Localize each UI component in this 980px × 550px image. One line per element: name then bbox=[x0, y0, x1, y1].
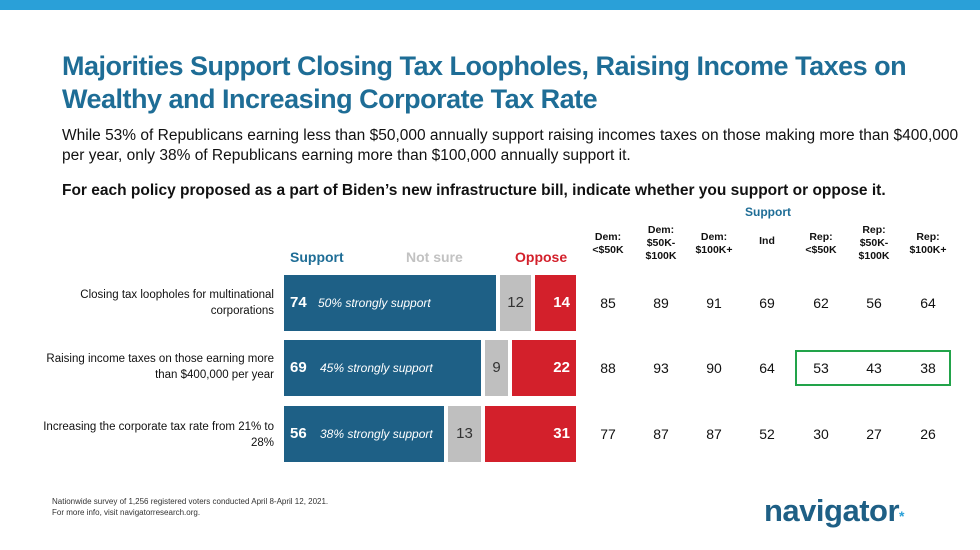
strongly-support-label-2: 45% strongly support bbox=[320, 361, 433, 375]
subgroup-cell-2-4: 64 bbox=[759, 360, 775, 376]
bar-oppose-2: 22 bbox=[511, 340, 576, 396]
column-header-3: Dem: $100K+ bbox=[695, 231, 733, 256]
bar-not-sure-3: 13 bbox=[447, 406, 482, 462]
subtitle: While 53% of Republicans earning less th… bbox=[62, 127, 959, 164]
logo-text: navigator bbox=[764, 493, 900, 528]
subgroup-cell-3-7: 26 bbox=[920, 426, 936, 442]
footnote: Nationwide survey of 1,256 registered vo… bbox=[52, 497, 328, 518]
subgroup-cell-2-6: 43 bbox=[866, 360, 882, 376]
not-sure-value-1: 12 bbox=[507, 294, 524, 311]
subgroup-cell-1-7: 64 bbox=[920, 295, 936, 311]
column-header-2: Dem: $50K- $100K bbox=[645, 224, 677, 262]
subgroup-cell-1-4: 69 bbox=[759, 295, 775, 311]
strongly-support-label-1: 50% strongly support bbox=[318, 296, 431, 310]
subgroup-cell-3-5: 30 bbox=[813, 426, 829, 442]
row-label-3: Increasing the corporate tax rate from 2… bbox=[43, 421, 274, 449]
column-header-1: Dem: <$50K bbox=[592, 231, 624, 256]
not-sure-value-3: 13 bbox=[456, 425, 473, 442]
oppose-value-1: 14 bbox=[553, 294, 570, 311]
footnote-link[interactable]: For more info, visit navigatorresearch.o… bbox=[52, 507, 201, 517]
column-header-6: Rep: $50K- $100K bbox=[858, 224, 890, 262]
oppose-value-2: 22 bbox=[553, 359, 570, 376]
subgroup-cell-1-6: 56 bbox=[866, 295, 882, 311]
subgroup-cell-3-2: 87 bbox=[653, 426, 669, 442]
bar-not-sure-1: 12 bbox=[500, 275, 532, 331]
strongly-support-label-3: 38% strongly support bbox=[320, 427, 433, 441]
subgroup-cell-2-7: 38 bbox=[920, 360, 936, 376]
subgroup-cell-2-2: 93 bbox=[653, 360, 669, 376]
footnote-survey: Nationwide survey of 1,256 registered vo… bbox=[52, 497, 329, 506]
support-value-3: 56 bbox=[290, 425, 307, 442]
column-header-4: Ind bbox=[759, 235, 775, 247]
subgroup-cell-1-1: 85 bbox=[600, 295, 616, 311]
subgroup-cell-3-1: 77 bbox=[600, 426, 616, 442]
column-header-5: Rep: <$50K bbox=[805, 231, 837, 256]
bar-oppose-3: 31 bbox=[485, 406, 576, 462]
subgroup-cell-1-2: 89 bbox=[653, 295, 669, 311]
logo-star-icon: * bbox=[899, 508, 904, 524]
row-label-1: Closing tax loopholes for multinational … bbox=[80, 289, 274, 317]
support-value-1: 74 bbox=[290, 294, 307, 311]
bar-not-sure-2: 9 bbox=[485, 340, 508, 396]
support-value-2: 69 bbox=[290, 359, 307, 376]
oppose-value-3: 31 bbox=[553, 425, 570, 442]
subgroup-cell-1-5: 62 bbox=[813, 295, 829, 311]
subgroup-cell-3-6: 27 bbox=[866, 426, 882, 442]
legend-oppose: Oppose bbox=[515, 249, 568, 265]
subgroup-cell-2-5: 53 bbox=[813, 360, 829, 376]
bar-oppose-1: 14 bbox=[535, 275, 576, 331]
subgroup-support-header: Support bbox=[745, 205, 791, 219]
not-sure-value-2: 9 bbox=[492, 359, 501, 376]
bar-support-2: 69 45% strongly support bbox=[284, 340, 482, 396]
highlight-box bbox=[795, 350, 951, 386]
legend-support: Support bbox=[290, 249, 344, 265]
navigator-logo: navigator* bbox=[764, 493, 904, 529]
top-accent-bar bbox=[0, 0, 980, 10]
subgroup-cell-2-3: 90 bbox=[706, 360, 722, 376]
survey-question: For each policy proposed as a part of Bi… bbox=[62, 182, 886, 199]
subgroup-cell-1-3: 91 bbox=[706, 295, 722, 311]
subgroup-cell-3-3: 87 bbox=[706, 426, 722, 442]
bar-support-1: 74 50% strongly support bbox=[284, 275, 497, 331]
subgroup-cell-2-1: 88 bbox=[600, 360, 616, 376]
page-title: Majorities Support Closing Tax Loopholes… bbox=[62, 51, 907, 114]
legend-not-sure: Not sure bbox=[406, 249, 463, 265]
column-header-7: Rep: $100K+ bbox=[909, 231, 947, 256]
bar-support-3: 56 38% strongly support bbox=[284, 406, 444, 462]
subgroup-cell-3-4: 52 bbox=[759, 426, 775, 442]
row-label-2: Raising income taxes on those earning mo… bbox=[46, 353, 274, 381]
